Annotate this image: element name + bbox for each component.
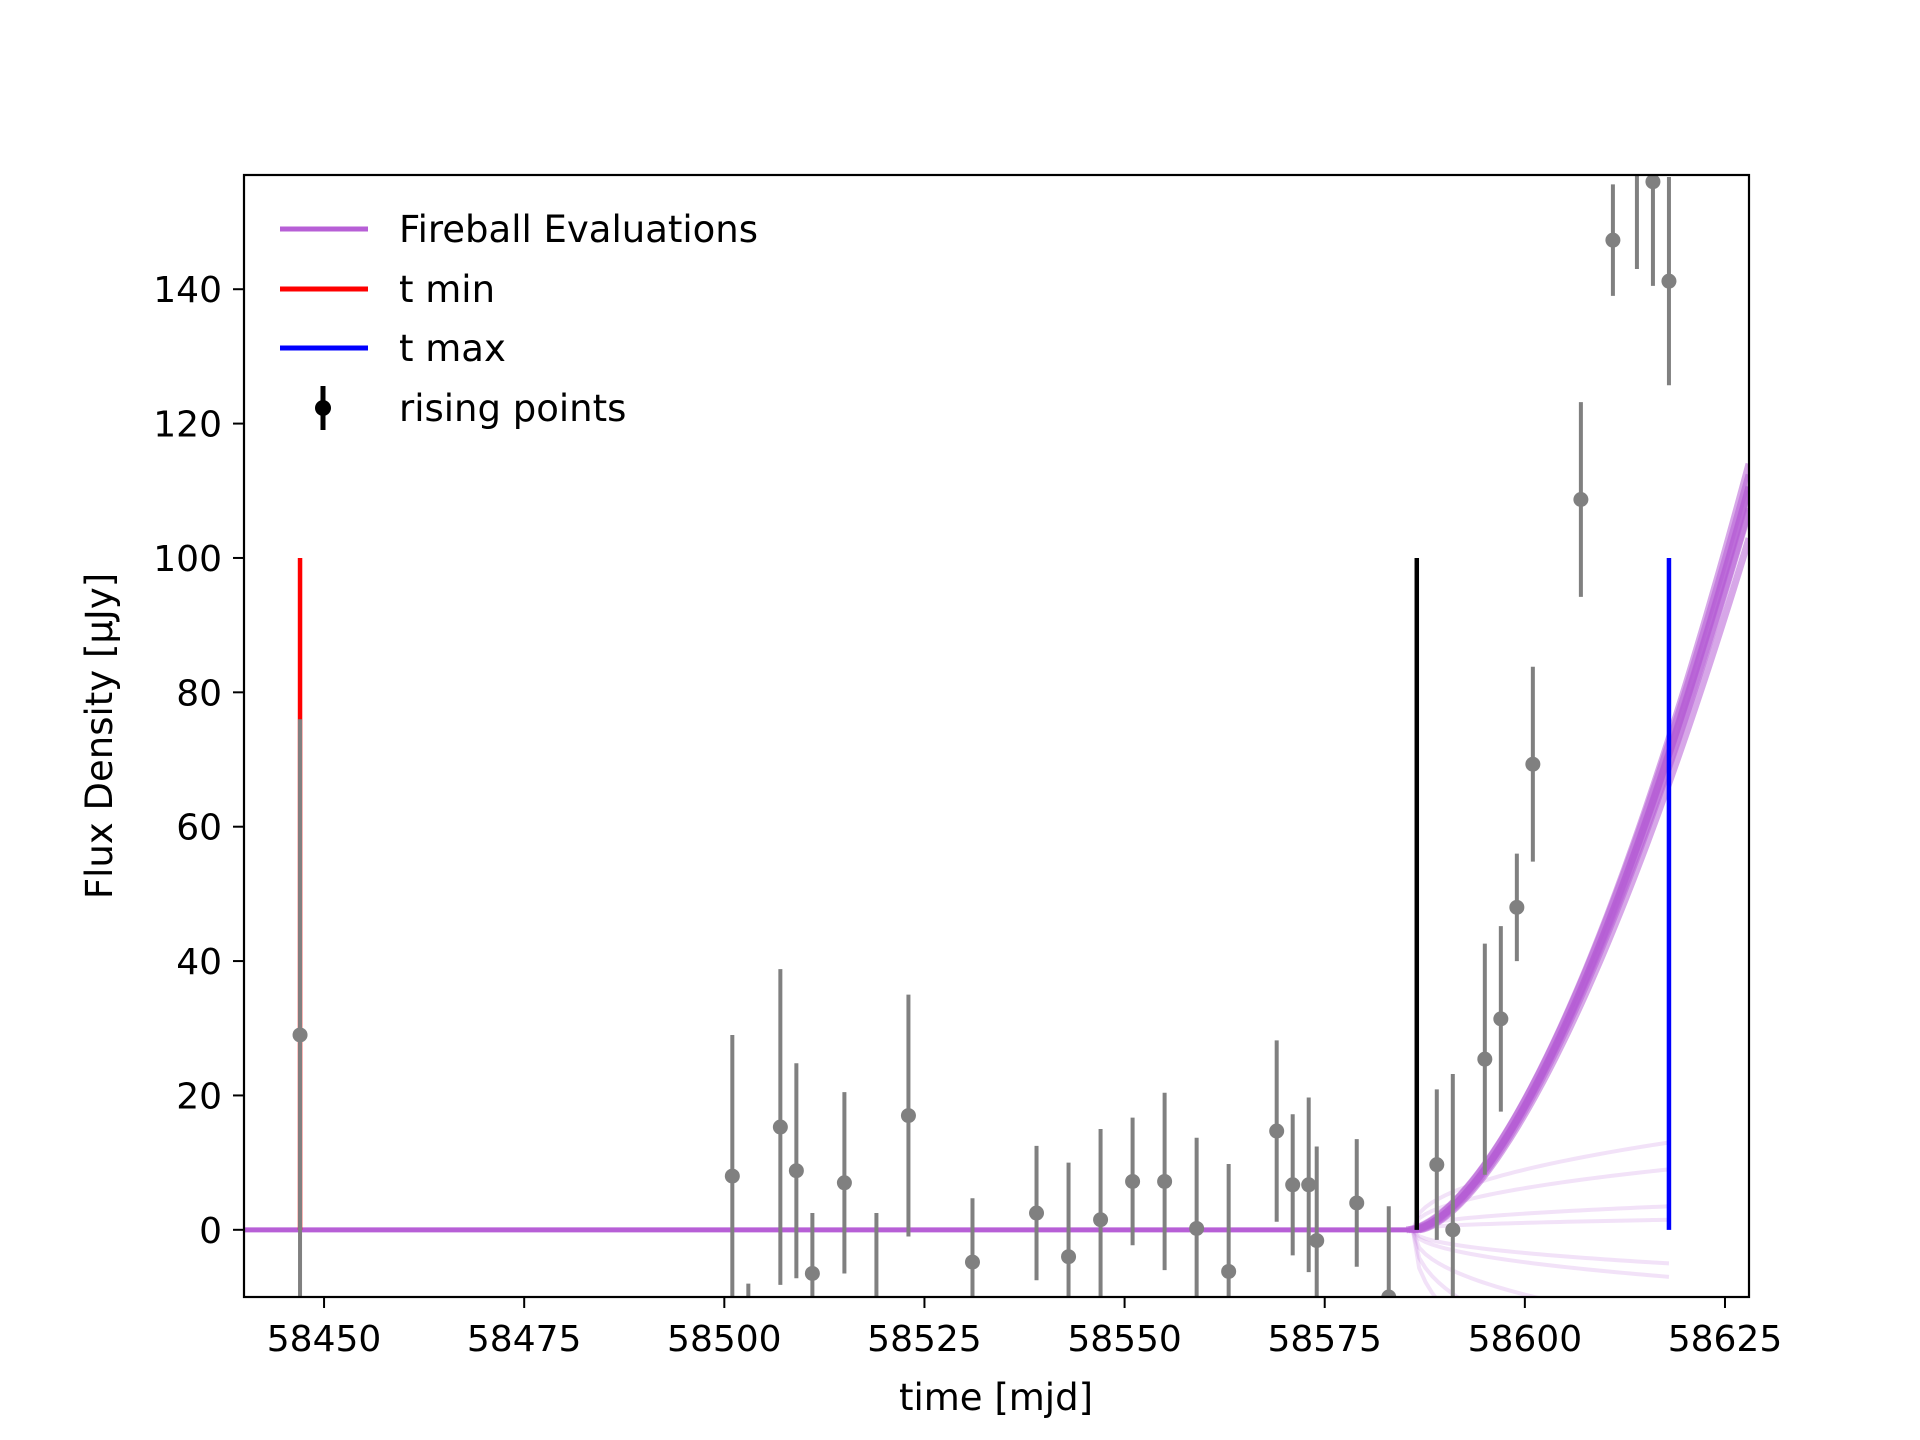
data-point bbox=[1661, 273, 1677, 289]
fireball-evaluation-faint bbox=[1410, 1140, 1670, 1231]
data-point bbox=[1029, 1205, 1045, 1221]
data-point bbox=[772, 1119, 788, 1135]
data-point bbox=[1477, 1051, 1493, 1067]
data-point bbox=[1573, 492, 1589, 508]
data-point bbox=[1381, 1289, 1397, 1297]
y-tick-label: 100 bbox=[153, 539, 222, 580]
x-tick-label: 58600 bbox=[1468, 1319, 1583, 1360]
fireball-evaluation-faint bbox=[1411, 1228, 1670, 1266]
x-tick-label: 58475 bbox=[467, 1319, 582, 1360]
data-point bbox=[788, 1163, 804, 1179]
data-point bbox=[1645, 175, 1661, 190]
x-tick-label: 58500 bbox=[667, 1319, 782, 1360]
y-tick-label: 0 bbox=[199, 1211, 222, 1252]
data-point bbox=[1349, 1195, 1365, 1211]
data-point bbox=[1061, 1249, 1077, 1265]
fireball-evaluation-faint bbox=[1411, 1228, 1670, 1279]
y-tick-label: 60 bbox=[176, 808, 222, 849]
legend-label: rising points bbox=[399, 387, 626, 430]
fireball-evaluation-faint bbox=[1410, 1229, 1543, 1297]
data-point bbox=[836, 1175, 852, 1191]
data-point bbox=[1525, 756, 1541, 772]
x-tick-label: 58450 bbox=[267, 1319, 382, 1360]
x-axis-label: time [mjd] bbox=[899, 1376, 1093, 1419]
data-point bbox=[1221, 1263, 1237, 1279]
fireball-evaluation-curve bbox=[1405, 462, 1749, 1234]
fireball-evaluation-faint bbox=[1411, 1204, 1670, 1232]
data-point bbox=[292, 1027, 308, 1043]
y-tick-label: 80 bbox=[176, 673, 222, 714]
legend-label: t max bbox=[399, 327, 506, 370]
data-point bbox=[724, 1168, 740, 1184]
data-point bbox=[1509, 899, 1525, 915]
legend-label: t min bbox=[399, 268, 495, 311]
data-point bbox=[1157, 1173, 1173, 1189]
data-point bbox=[804, 1265, 820, 1281]
data-point bbox=[1493, 1011, 1509, 1027]
data-point bbox=[1605, 232, 1621, 248]
data-point bbox=[1189, 1220, 1205, 1236]
data-point bbox=[964, 1254, 980, 1270]
x-tick-label: 58525 bbox=[867, 1319, 982, 1360]
x-tick-label: 58625 bbox=[1668, 1319, 1783, 1360]
data-point bbox=[1285, 1177, 1301, 1193]
y-axis-label: Flux Density [μJy] bbox=[78, 573, 121, 899]
y-tick-label: 40 bbox=[176, 942, 222, 983]
legend-label: Fireball Evaluations bbox=[399, 208, 758, 251]
legend-swatch-point bbox=[315, 400, 331, 416]
data-point bbox=[1125, 1173, 1141, 1189]
legend: Fireball Evaluations t min t max rising poi… bbox=[280, 208, 758, 430]
fireball-evaluation-faint bbox=[1410, 1229, 1461, 1297]
y-tick-label: 120 bbox=[153, 405, 222, 446]
fireball-evaluation-curve bbox=[1418, 537, 1749, 1234]
data-point bbox=[1309, 1233, 1325, 1249]
y-axis: 0 20 40 60 80 100 120 140 bbox=[153, 270, 244, 1252]
x-tick-label: 58575 bbox=[1267, 1319, 1382, 1360]
x-axis: 58450 58475 58500 58525 58550 58575 58600 58625 bbox=[267, 1297, 1782, 1360]
x-tick-label: 58550 bbox=[1067, 1319, 1182, 1360]
data-point bbox=[1429, 1157, 1445, 1173]
plot-frame bbox=[242, 173, 1751, 1299]
data-point bbox=[1093, 1212, 1109, 1228]
plot-area bbox=[244, 175, 1749, 1297]
data-point bbox=[900, 1108, 916, 1124]
y-tick-label: 20 bbox=[176, 1076, 222, 1117]
y-tick-label: 140 bbox=[153, 270, 222, 311]
data-point bbox=[1269, 1123, 1285, 1139]
data-point bbox=[1301, 1177, 1317, 1193]
data-point bbox=[1445, 1222, 1461, 1238]
